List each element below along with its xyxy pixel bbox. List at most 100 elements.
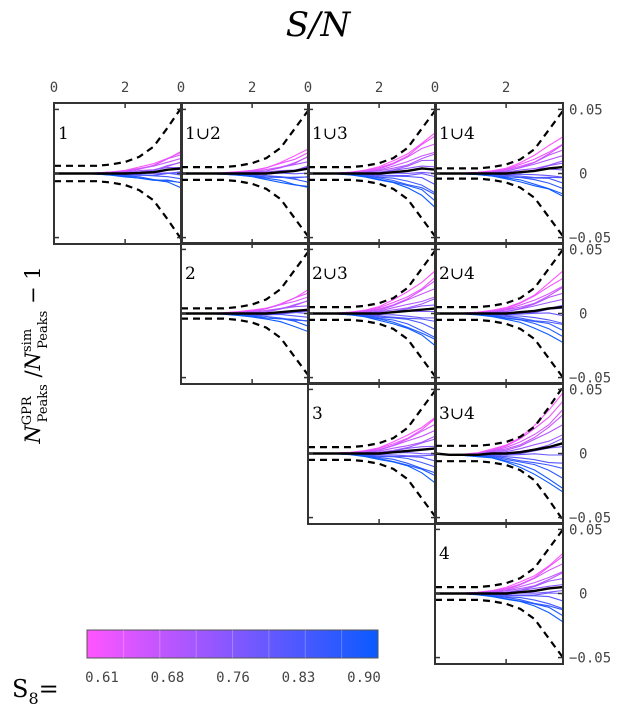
panel-label: 3∪4 bbox=[439, 404, 475, 424]
panel-plot-area bbox=[54, 106, 182, 241]
upper-envelope-line bbox=[435, 110, 563, 170]
panel-plot-area bbox=[308, 388, 436, 519]
mean-line bbox=[435, 305, 563, 315]
mean-line bbox=[181, 308, 309, 315]
panel-plot-area bbox=[308, 248, 436, 379]
panel-4: 1∪4 bbox=[434, 102, 564, 245]
x-tick-label: 0 bbox=[304, 80, 312, 96]
y-tick-label: −0.05 bbox=[569, 511, 611, 527]
y-tick-label: 0.05 bbox=[569, 242, 603, 258]
right-y-tick-labels: 0.050−0.050.050−0.050.050−0.050.050−0.05 bbox=[569, 102, 611, 666]
mean-line bbox=[435, 442, 563, 456]
panel-1: 1 bbox=[53, 102, 183, 245]
top-x-tick-labels: 0 2 0 2 0 2 0 2 bbox=[50, 80, 511, 96]
panel-plot-area bbox=[181, 250, 309, 377]
colorbar-gradient bbox=[86, 629, 379, 659]
chart-title: S/N bbox=[286, 5, 352, 45]
svg-text:NGPRPeaks /NsimPeaks − 1: NGPRPeaks /NsimPeaks − 1 bbox=[20, 266, 51, 444]
upper-envelope-line bbox=[435, 386, 563, 447]
colorbar-tick-label: 0.61 bbox=[85, 670, 119, 686]
simulation-curve bbox=[435, 312, 563, 343]
colorbar-tick-label: 0.83 bbox=[282, 670, 316, 686]
simulation-curve bbox=[54, 172, 182, 189]
y-tick-label: −0.05 bbox=[569, 371, 611, 387]
panel-10: 4 bbox=[434, 522, 564, 665]
x-tick-label: 2 bbox=[248, 80, 256, 96]
panel-plot-area bbox=[435, 110, 563, 237]
colorbar-tick-label: 0.90 bbox=[347, 670, 381, 686]
y-tick-label: −0.05 bbox=[569, 651, 611, 667]
panel-plot-area bbox=[435, 528, 563, 659]
simulation-curve bbox=[181, 288, 309, 315]
simulation-curve bbox=[435, 452, 563, 489]
upper-envelope-line bbox=[181, 108, 309, 169]
colorbar-tick-label: 0.68 bbox=[151, 670, 185, 686]
panel-label: 2∪4 bbox=[439, 264, 475, 284]
lower-envelope-line bbox=[435, 318, 563, 379]
y-tick-label: 0.05 bbox=[569, 382, 603, 398]
simulation-curve bbox=[308, 417, 436, 455]
panel-label: 1∪3 bbox=[312, 124, 348, 144]
panel-5: 2 bbox=[180, 242, 310, 385]
simulation-curve bbox=[435, 555, 563, 595]
simulation-curve bbox=[435, 172, 563, 195]
lower-envelope-line bbox=[435, 460, 563, 521]
simulation-curve bbox=[308, 172, 436, 209]
panel-label: 2 bbox=[185, 264, 196, 284]
panel-label: 3 bbox=[312, 404, 323, 424]
lower-envelope-line bbox=[308, 318, 436, 379]
y-tick-label: 0 bbox=[579, 167, 587, 183]
panel-plot-area bbox=[435, 386, 563, 521]
panel-label: 2∪3 bbox=[312, 264, 348, 284]
x-tick-label: 0 bbox=[431, 80, 439, 96]
simulation-curve bbox=[181, 172, 309, 187]
upper-envelope-line bbox=[435, 248, 563, 309]
x-tick-label: 2 bbox=[502, 80, 510, 96]
colorbar-tick-label: 0.76 bbox=[216, 670, 250, 686]
panel-8: 3 bbox=[307, 382, 437, 525]
panel-plot-area bbox=[308, 108, 436, 239]
mean-line bbox=[308, 307, 436, 315]
colorbar: 0.61 0.68 0.76 0.83 0.90 S8= bbox=[12, 629, 381, 706]
lower-envelope-line bbox=[54, 180, 182, 241]
y-axis-label: NGPRPeaks /NsimPeaks − 1 bbox=[20, 266, 51, 444]
x-tick-label: 2 bbox=[121, 80, 129, 96]
panel-7: 2∪4 bbox=[434, 242, 564, 385]
y-tick-label: 0 bbox=[579, 587, 587, 603]
lower-envelope-line bbox=[435, 177, 563, 237]
panel-plot-area bbox=[181, 108, 309, 239]
panel-9: 3∪4 bbox=[434, 382, 564, 525]
y-tick-label: 0 bbox=[579, 307, 587, 323]
lower-envelope-line bbox=[308, 458, 436, 519]
panel-plot-area bbox=[435, 248, 563, 379]
y-tick-label: 0 bbox=[579, 447, 587, 463]
y-tick-label: 0.05 bbox=[569, 102, 603, 118]
simulation-curve bbox=[435, 312, 563, 338]
y-tick-label: 0.05 bbox=[569, 522, 603, 538]
mean-line bbox=[435, 585, 563, 595]
lower-envelope-line bbox=[308, 178, 436, 239]
panel-label: 1∪4 bbox=[439, 124, 475, 144]
panel-label: 1∪2 bbox=[185, 124, 221, 144]
panel-label: 1 bbox=[58, 124, 69, 144]
simulation-curve bbox=[181, 312, 309, 333]
upper-envelope-line bbox=[54, 106, 182, 167]
x-tick-label: 0 bbox=[177, 80, 185, 96]
simulation-curve bbox=[435, 434, 563, 456]
mean-line bbox=[435, 165, 563, 175]
upper-envelope-line bbox=[308, 108, 436, 169]
upper-envelope-line bbox=[308, 388, 436, 449]
panel-grid: 1 1∪2 1∪3 1∪4 2 2∪3 2∪4 3 3∪4 4 bbox=[53, 102, 564, 665]
panel-2: 1∪2 bbox=[180, 102, 310, 245]
simulation-curve bbox=[435, 592, 563, 623]
simulation-curve bbox=[308, 452, 436, 485]
mean-line bbox=[308, 447, 436, 455]
upper-envelope-line bbox=[435, 528, 563, 589]
lower-envelope-line bbox=[435, 598, 563, 659]
x-tick-label: 2 bbox=[375, 80, 383, 96]
lower-envelope-line bbox=[181, 317, 309, 377]
panel-3: 1∪3 bbox=[307, 102, 437, 245]
mean-line bbox=[54, 167, 182, 175]
lower-envelope-line bbox=[181, 178, 309, 239]
